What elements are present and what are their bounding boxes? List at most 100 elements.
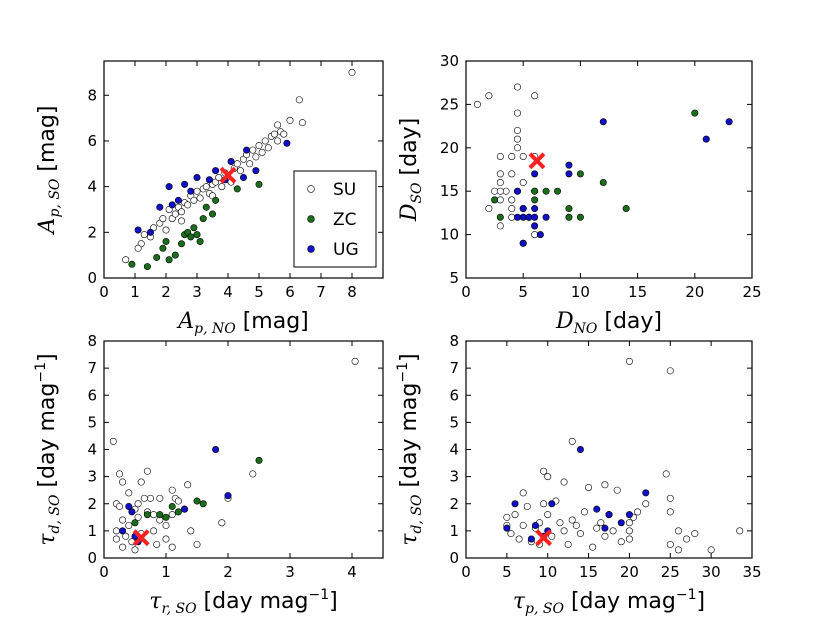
point-zc <box>255 456 263 464</box>
point-ug <box>605 511 613 519</box>
legend-label-ug: UG <box>333 240 359 260</box>
panel-3: 0 1 2 3 4 0 1 2 3 4 5 6 7 8 τr, SO [day mag−1] τd, SO [… <box>33 332 384 617</box>
x-tick-label: 0 <box>99 563 109 581</box>
point-su <box>568 437 576 445</box>
point-su <box>187 527 195 535</box>
point-su <box>560 527 568 535</box>
point-su <box>162 521 170 529</box>
point-ug <box>227 158 235 166</box>
point-su <box>168 486 176 494</box>
point-ug <box>187 187 195 195</box>
point-su <box>134 500 142 508</box>
point-su <box>193 540 201 548</box>
x-tick-label: 8 <box>347 283 357 301</box>
point-su <box>150 511 158 519</box>
point-su <box>572 521 580 529</box>
y-tick-label: 2 <box>87 495 97 513</box>
point-su <box>634 508 642 516</box>
point-ug <box>283 139 291 147</box>
point-ug <box>511 500 519 508</box>
y-tick-label: 2 <box>87 223 97 241</box>
point-su <box>597 519 605 527</box>
point-su <box>519 521 527 529</box>
point-ug <box>725 118 733 126</box>
point-su <box>519 179 527 187</box>
x-tick-label: 15 <box>579 563 598 581</box>
x-tick-label: 10 <box>571 283 590 301</box>
point-su <box>485 205 493 213</box>
point-ug <box>625 511 633 519</box>
point-zc <box>199 215 207 223</box>
cross-marker <box>219 166 237 184</box>
point-ug <box>212 167 220 175</box>
point-zc <box>187 233 195 241</box>
point-zc <box>156 511 164 519</box>
point-su <box>513 135 521 143</box>
x-tick-label: 1 <box>161 563 171 581</box>
point-su <box>122 256 130 264</box>
point-ug <box>174 196 182 204</box>
x-tick-label: 35 <box>742 563 761 581</box>
point-su <box>609 527 617 535</box>
point-ug <box>125 502 133 510</box>
point-su <box>513 126 521 134</box>
point-su <box>508 205 516 213</box>
point-zc <box>165 256 173 264</box>
point-ug <box>156 203 164 211</box>
point-su <box>112 535 120 543</box>
point-su <box>196 194 204 202</box>
point-ug <box>128 508 136 516</box>
point-zc <box>576 170 584 178</box>
point-ug <box>134 226 142 234</box>
point-su <box>503 513 511 521</box>
point-ug <box>531 222 539 230</box>
legend-label-su: SU <box>333 180 356 200</box>
point-zc <box>209 210 217 218</box>
point-su <box>255 142 263 150</box>
point-su <box>560 478 568 486</box>
point-su <box>147 494 155 502</box>
plot-frame <box>465 60 753 279</box>
legend-marker-su <box>307 185 315 193</box>
y-axis-label: DSO [day] <box>397 118 425 222</box>
point-su <box>662 470 670 478</box>
legend-marker-zc <box>307 215 315 223</box>
point-zc <box>196 237 204 245</box>
point-su <box>137 478 145 486</box>
point-su <box>264 144 272 152</box>
cross-marker <box>528 152 546 170</box>
point-su <box>580 508 588 516</box>
point-su <box>178 217 186 225</box>
point-su <box>162 535 170 543</box>
point-zc <box>168 502 176 510</box>
point-su <box>485 92 493 100</box>
point-ug <box>165 183 173 191</box>
point-zc <box>131 519 139 527</box>
point-zc <box>255 180 263 188</box>
y-tick-label: 5 <box>87 413 97 431</box>
point-su <box>109 437 117 445</box>
y-tick-label: 4 <box>87 178 97 196</box>
point-zc <box>565 213 573 221</box>
x-tick-label: 20 <box>685 283 704 301</box>
point-su <box>513 83 521 91</box>
point-su <box>119 516 127 524</box>
point-ug <box>542 213 550 221</box>
point-su <box>540 467 548 475</box>
point-ug <box>513 187 521 195</box>
point-ug <box>601 524 609 532</box>
point-su <box>156 494 164 502</box>
point-ug <box>252 167 260 175</box>
y-tick-label: 4 <box>87 441 97 459</box>
point-su <box>270 130 278 138</box>
y-axis-label: τd, SO [day mag−1] <box>33 353 63 545</box>
point-su <box>585 483 593 491</box>
y-tick-label: 0 <box>87 549 97 567</box>
point-ug <box>599 118 607 126</box>
point-su <box>119 478 127 486</box>
y-tick-label: 4 <box>449 441 459 459</box>
point-su <box>519 152 527 160</box>
y-tick-label: 1 <box>87 522 97 540</box>
x-axis-label: τp, SO [day mag−1] <box>513 587 705 617</box>
point-su <box>666 540 674 548</box>
